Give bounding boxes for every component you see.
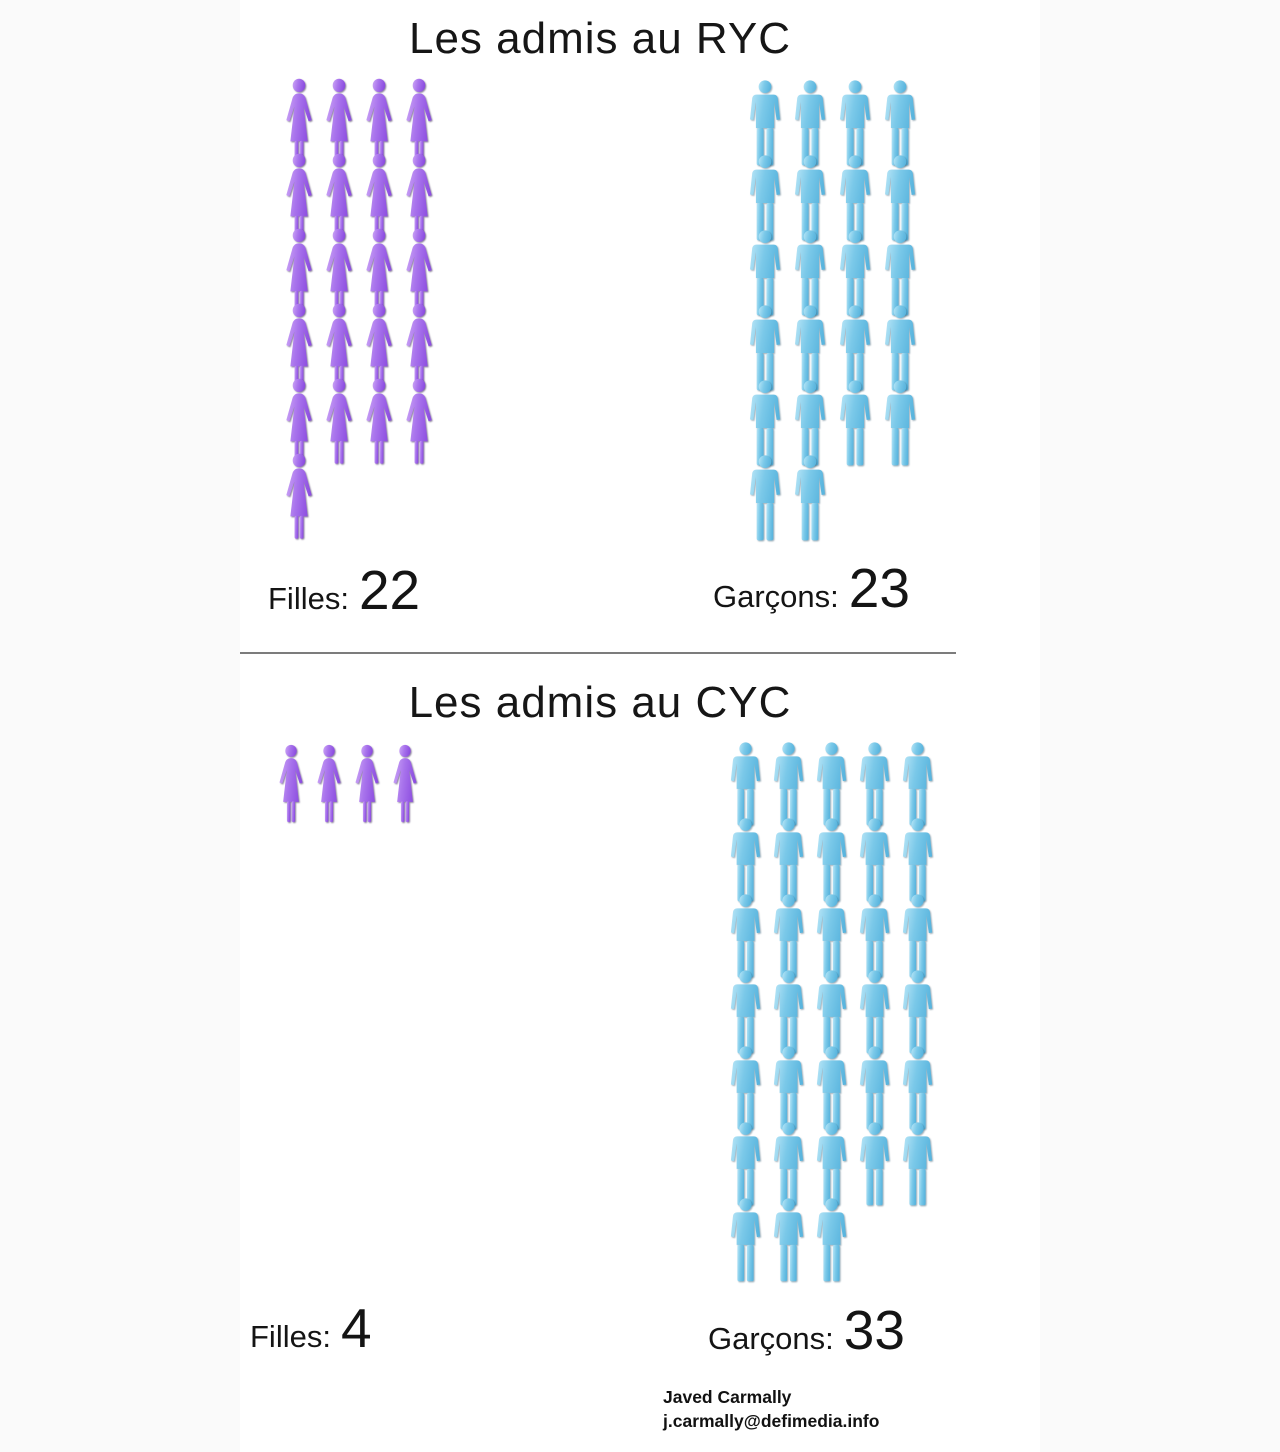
pictogram-row [726, 1198, 941, 1282]
female-person-icon [355, 744, 379, 823]
pictogram-row [272, 744, 424, 823]
male-person-icon [859, 894, 890, 978]
cyc-garcons-label: Garçons: [708, 1321, 834, 1356]
pictogram-row [745, 230, 925, 316]
pictogram-row [278, 153, 438, 239]
pictogram-row [726, 970, 941, 1054]
female-person-icon [406, 378, 432, 464]
pictogram-row [745, 80, 925, 166]
male-person-icon [816, 1046, 847, 1130]
male-person-icon [816, 894, 847, 978]
male-person-icon [773, 818, 804, 902]
ryc-filles-pictogram [278, 78, 438, 539]
female-person-icon [279, 744, 303, 823]
pictogram-row [745, 380, 925, 466]
content-panel [240, 0, 1040, 1452]
male-person-icon [859, 970, 890, 1054]
pictogram-row [726, 1046, 941, 1130]
male-person-icon [902, 742, 933, 826]
male-person-icon [902, 970, 933, 1054]
male-person-icon [730, 1198, 761, 1282]
female-person-icon [326, 378, 352, 464]
ryc-garcons-label: Garçons: [713, 579, 839, 614]
male-person-icon [902, 1122, 933, 1206]
cyc-garcons-count: Garçons: 33 [708, 1298, 905, 1362]
female-person-icon [366, 378, 392, 464]
chart-cyc-title: Les admis au CYC [408, 678, 792, 727]
female-person-icon [286, 453, 312, 539]
pictogram-row [726, 818, 941, 902]
male-person-icon [859, 742, 890, 826]
male-person-icon [730, 1122, 761, 1206]
pictogram-row [745, 305, 925, 391]
ryc-garcons-count: Garçons: 23 [713, 556, 910, 620]
ryc-garcons-pictogram [745, 80, 925, 541]
ryc-filles-value: 22 [358, 559, 421, 621]
pictogram-row [745, 155, 925, 241]
pictogram-row [278, 228, 438, 314]
male-person-icon [730, 894, 761, 978]
male-person-icon [816, 742, 847, 826]
section-divider [240, 652, 956, 654]
cyc-filles-value: 4 [340, 1297, 372, 1359]
male-person-icon [730, 1046, 761, 1130]
pictogram-row [726, 894, 941, 978]
male-person-icon [816, 970, 847, 1054]
female-person-icon [393, 744, 417, 823]
pictogram-row [726, 742, 941, 826]
chart-ryc-title: Les admis au RYC [408, 14, 792, 63]
male-person-icon [816, 1122, 847, 1206]
male-person-icon [773, 1122, 804, 1206]
male-person-icon [859, 1122, 890, 1206]
male-person-icon [773, 1046, 804, 1130]
male-person-icon [816, 818, 847, 902]
male-person-icon [773, 970, 804, 1054]
footer-author: Javed Carmally [663, 1387, 792, 1407]
cyc-filles-label: Filles: [250, 1319, 331, 1354]
female-person-icon [317, 744, 341, 823]
male-person-icon [773, 1198, 804, 1282]
cyc-filles-count: Filles: 4 [250, 1296, 372, 1360]
male-person-icon [885, 380, 915, 466]
male-person-icon [730, 742, 761, 826]
male-person-icon [773, 742, 804, 826]
pictogram-row [278, 78, 438, 164]
pictogram-row [278, 303, 438, 389]
male-person-icon [859, 1046, 890, 1130]
ryc-filles-label: Filles: [268, 581, 349, 616]
male-person-icon [773, 894, 804, 978]
ryc-garcons-value: 23 [848, 557, 910, 619]
male-person-icon [816, 1198, 847, 1282]
male-person-icon [902, 1046, 933, 1130]
male-person-icon [730, 818, 761, 902]
male-person-icon [902, 894, 933, 978]
male-person-icon [795, 455, 825, 541]
pictogram-row [278, 378, 438, 464]
male-person-icon [859, 818, 890, 902]
cyc-garcons-pictogram [726, 742, 941, 1282]
footer-email: j.carmally@defimedia.info [663, 1410, 880, 1431]
male-person-icon [730, 970, 761, 1054]
male-person-icon [902, 818, 933, 902]
cyc-garcons-value: 33 [843, 1299, 905, 1361]
cyc-filles-pictogram [272, 744, 424, 823]
pictogram-row [726, 1122, 941, 1206]
male-person-icon [840, 380, 870, 466]
footer-credit: Javed Carmally j.carmally@defimedia.info [663, 1386, 879, 1433]
ryc-filles-count: Filles: 22 [268, 558, 420, 622]
male-person-icon [750, 455, 780, 541]
